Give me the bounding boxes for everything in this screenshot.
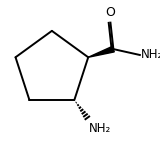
Text: O: O xyxy=(105,6,115,19)
Text: NH₂: NH₂ xyxy=(141,49,160,61)
Polygon shape xyxy=(88,46,114,57)
Text: NH₂: NH₂ xyxy=(89,122,111,135)
